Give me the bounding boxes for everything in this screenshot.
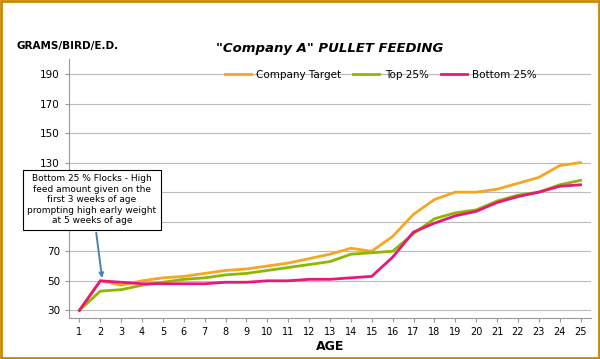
- Bottom 25%: [139, 281, 146, 286]
- Text: GRAMS/BIRD/E.D.: GRAMS/BIRD/E.D.: [17, 42, 119, 51]
- Bottom 25%: [284, 279, 292, 283]
- Company Target: [577, 160, 584, 165]
- Company Target: [493, 187, 500, 191]
- Title: "Company A" PULLET FEEDING: "Company A" PULLET FEEDING: [217, 42, 443, 55]
- X-axis label: AGE: AGE: [316, 340, 344, 353]
- Company Target: [97, 279, 104, 283]
- Company Target: [535, 175, 542, 180]
- Top 25%: [97, 289, 104, 293]
- Bottom 25%: [264, 279, 271, 283]
- Top 25%: [160, 280, 167, 284]
- Bottom 25%: [389, 255, 396, 259]
- Top 25%: [76, 308, 83, 312]
- Bottom 25%: [410, 230, 417, 234]
- Line: Company Target: Company Target: [79, 163, 581, 310]
- Bottom 25%: [180, 281, 187, 286]
- Line: Top 25%: Top 25%: [79, 180, 581, 310]
- Company Target: [180, 274, 187, 279]
- Text: Figure 4 - Cumulative feed amount of the top 25% and bottom 25% flocks.: Figure 4 - Cumulative feed amount of the…: [7, 19, 591, 33]
- Company Target: [473, 190, 480, 194]
- Bottom 25%: [473, 209, 480, 214]
- Bottom 25%: [243, 280, 250, 284]
- Company Target: [76, 308, 83, 312]
- Text: Bottom 25 % Flocks - High
feed amount given on the
first 3 weeks of age
promptin: Bottom 25 % Flocks - High feed amount gi…: [28, 174, 157, 276]
- Top 25%: [222, 273, 229, 277]
- Company Target: [243, 267, 250, 271]
- Legend: Company Target, Top 25%, Bottom 25%: Company Target, Top 25%, Bottom 25%: [220, 66, 541, 84]
- Company Target: [410, 212, 417, 216]
- Top 25%: [410, 231, 417, 236]
- Top 25%: [577, 178, 584, 182]
- Line: Bottom 25%: Bottom 25%: [79, 185, 581, 310]
- Top 25%: [535, 190, 542, 194]
- Company Target: [139, 279, 146, 283]
- Bottom 25%: [347, 276, 355, 280]
- Top 25%: [431, 216, 438, 221]
- Bottom 25%: [577, 183, 584, 187]
- Top 25%: [473, 208, 480, 212]
- Top 25%: [139, 283, 146, 287]
- Company Target: [431, 197, 438, 202]
- Bottom 25%: [305, 277, 313, 281]
- Top 25%: [264, 268, 271, 272]
- Bottom 25%: [535, 190, 542, 194]
- Company Target: [222, 268, 229, 272]
- Bottom 25%: [76, 308, 83, 312]
- Top 25%: [180, 277, 187, 281]
- Bottom 25%: [431, 221, 438, 225]
- Company Target: [284, 261, 292, 265]
- Company Target: [452, 190, 459, 194]
- Top 25%: [284, 265, 292, 270]
- Company Target: [326, 252, 334, 256]
- Company Target: [347, 246, 355, 251]
- Company Target: [264, 264, 271, 268]
- Company Target: [556, 163, 563, 168]
- Bottom 25%: [452, 214, 459, 218]
- Bottom 25%: [118, 280, 125, 284]
- Bottom 25%: [493, 200, 500, 205]
- Top 25%: [118, 288, 125, 292]
- Top 25%: [243, 271, 250, 276]
- Company Target: [201, 271, 208, 276]
- Company Target: [514, 181, 521, 186]
- Company Target: [389, 234, 396, 239]
- Company Target: [160, 276, 167, 280]
- Top 25%: [389, 249, 396, 253]
- Top 25%: [201, 276, 208, 280]
- Bottom 25%: [201, 281, 208, 286]
- Bottom 25%: [160, 281, 167, 286]
- Top 25%: [493, 199, 500, 203]
- Bottom 25%: [514, 195, 521, 199]
- Bottom 25%: [326, 277, 334, 281]
- Top 25%: [347, 252, 355, 256]
- Company Target: [368, 249, 376, 253]
- Top 25%: [514, 193, 521, 197]
- Top 25%: [305, 262, 313, 267]
- Bottom 25%: [556, 184, 563, 188]
- Company Target: [305, 256, 313, 261]
- Top 25%: [556, 183, 563, 187]
- Top 25%: [368, 251, 376, 255]
- Top 25%: [452, 211, 459, 215]
- Bottom 25%: [97, 279, 104, 283]
- Top 25%: [326, 260, 334, 264]
- Bottom 25%: [222, 280, 229, 284]
- Company Target: [118, 283, 125, 287]
- Bottom 25%: [368, 274, 376, 279]
